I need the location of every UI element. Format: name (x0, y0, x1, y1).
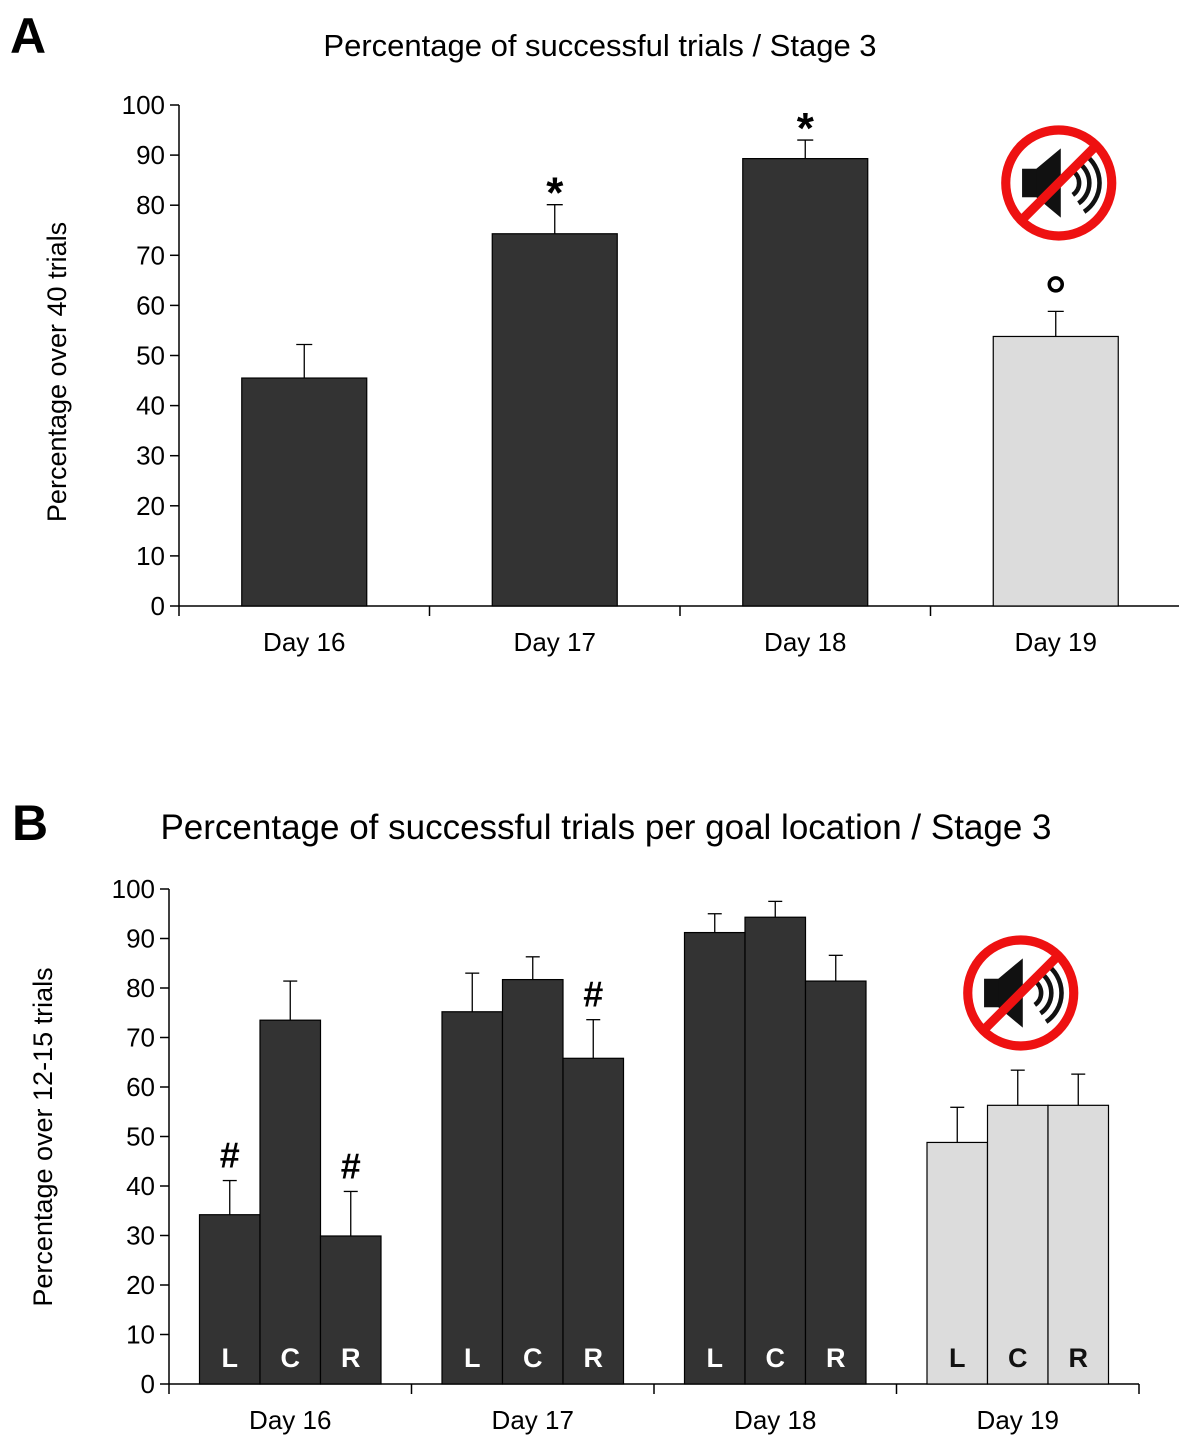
chart-a-mute-speaker-icon-wave-1 (1077, 160, 1092, 206)
chart-b-y-tick-label: 20 (126, 1270, 155, 1300)
chart-b-bar (441, 1011, 504, 1385)
chart-a-y-tick-label: 40 (136, 391, 165, 421)
chart-b-y-tick-label: 100 (112, 874, 155, 904)
chart-a-axes: 0 10 20 30 40 50 60 70 80 90 100 Day 16 Day 17 Day 18… (122, 90, 1179, 657)
chart-a-bar (241, 377, 368, 607)
chart-a-y-tick-label: 100 (122, 90, 165, 120)
chart-b-y-tick-label: 60 (126, 1072, 155, 1102)
chart-b-mute-speaker-icon-ring (963, 935, 1079, 1051)
chart-b-bar (198, 1214, 261, 1385)
chart-a-y-tick-label: 60 (136, 290, 165, 320)
chart-a-bars: ** (241, 104, 1119, 607)
chart-b-bar (683, 931, 746, 1385)
chart-a-mute-speaker-icon (1001, 125, 1117, 241)
chart-a-y-tick-label: 50 (136, 341, 165, 371)
chart-b-title: Percentage of successful trials per goal… (160, 808, 1051, 847)
panel-b: B Percentage of successful trials per go… (12, 795, 1140, 1435)
chart-b-y-tick-label: 10 (126, 1320, 155, 1350)
chart-b-y-axis-label: Percentage over 12-15 trials (28, 967, 58, 1306)
chart-b-annotation: # (583, 974, 603, 1015)
chart-b-bar (501, 978, 564, 1385)
chart-b-bar (744, 916, 807, 1385)
chart-a-annotation: * (546, 169, 564, 218)
chart-a-x-tick-label: Day 16 (263, 627, 345, 657)
chart-a-mute-speaker-icon-speaker-box (1022, 168, 1039, 198)
chart-a-mute-speaker-icon-wave-2 (1082, 152, 1102, 214)
chart-b-y-tick-label: 70 (126, 1023, 155, 1053)
chart-a-mute-speaker-icon-slash (1017, 141, 1101, 225)
chart-b-bar (259, 1019, 322, 1385)
chart-b-bars: L # C R # L C R # L C R L C R (198, 900, 1110, 1385)
chart-b-mute-speaker-icon-wave-2 (1044, 962, 1064, 1024)
chart-b-series-label: L (464, 1343, 481, 1373)
chart-b-y-tick-label: 0 (141, 1369, 155, 1399)
chart-b-bar (804, 980, 867, 1385)
chart-a-annotation-mark (1047, 276, 1064, 293)
chart-b-x-tick-label: Day 19 (977, 1405, 1059, 1435)
chart-b-series-label: C (281, 1343, 301, 1373)
panel-a: A Percentage of successful trials / Stag… (10, 8, 1179, 657)
chart-b-series-label: R (584, 1343, 604, 1373)
chart-b-series-label: C (766, 1343, 786, 1373)
panel-label-b: B (12, 795, 48, 851)
panel-label-a: A (10, 8, 46, 64)
chart-a-bar (491, 233, 618, 607)
chart-a-y-tick-label: 70 (136, 240, 165, 270)
chart-b-annotation: # (220, 1135, 240, 1176)
chart-b-mute-speaker-icon (963, 935, 1079, 1051)
chart-b-series-label: R (1069, 1343, 1089, 1373)
chart-b-series-label: C (1008, 1343, 1028, 1373)
chart-b-series-label: L (707, 1343, 724, 1373)
chart-a-x-tick-label: Day 18 (764, 627, 846, 657)
chart-b-series-label: L (949, 1343, 966, 1373)
chart-b-x-tick-label: Day 18 (734, 1405, 816, 1435)
chart-b-series-label: R (341, 1343, 361, 1373)
chart-b-y-tick-label: 50 (126, 1122, 155, 1152)
chart-b-series-label: L (222, 1343, 239, 1373)
chart-a-y-tick-label: 10 (136, 541, 165, 571)
chart-b-y-tick-label: 90 (126, 924, 155, 954)
chart-a-bar (992, 335, 1119, 607)
chart-a-y-tick-label: 20 (136, 491, 165, 521)
chart-a-y-tick-label: 30 (136, 441, 165, 471)
chart-b-x-tick-label: Day 16 (249, 1405, 331, 1435)
chart-b-annotation: # (341, 1145, 361, 1186)
chart-b-series-label: C (523, 1343, 543, 1373)
chart-a-x-tick-label: Day 19 (1015, 627, 1097, 657)
chart-b-mute-speaker-icon-wave-1 (1039, 970, 1054, 1016)
chart-b-y-tick-label: 80 (126, 973, 155, 1003)
chart-b-y-tick-label: 40 (126, 1171, 155, 1201)
chart-a-x-tick-label: Day 17 (514, 627, 596, 657)
chart-b-mute-speaker-icon-speaker-box (984, 978, 1001, 1008)
chart-a-y-tick-label: 80 (136, 190, 165, 220)
chart-b-mute-speaker-icon-slash (979, 951, 1063, 1035)
chart-a-mute-speaker-icon-ring (1001, 125, 1117, 241)
chart-a-title: Percentage of successful trials / Stage … (323, 28, 876, 63)
chart-b-series-label: R (826, 1343, 846, 1373)
chart-a-annotation: * (797, 104, 815, 153)
chart-a-y-tick-label: 0 (151, 591, 165, 621)
chart-b-y-tick-label: 30 (126, 1221, 155, 1251)
chart-a-bar (742, 158, 869, 607)
chart-a-y-tick-label: 90 (136, 140, 165, 170)
chart-b-bar (319, 1235, 382, 1385)
chart-b-bar (562, 1057, 625, 1385)
chart-b-x-tick-label: Day 17 (492, 1405, 574, 1435)
chart-a-y-axis-label: Percentage over 40 trials (42, 222, 72, 522)
chart-b-axes: 0 10 20 30 40 50 60 70 80 90 100 Day 16 Day 17 Day 18… (112, 874, 1140, 1435)
